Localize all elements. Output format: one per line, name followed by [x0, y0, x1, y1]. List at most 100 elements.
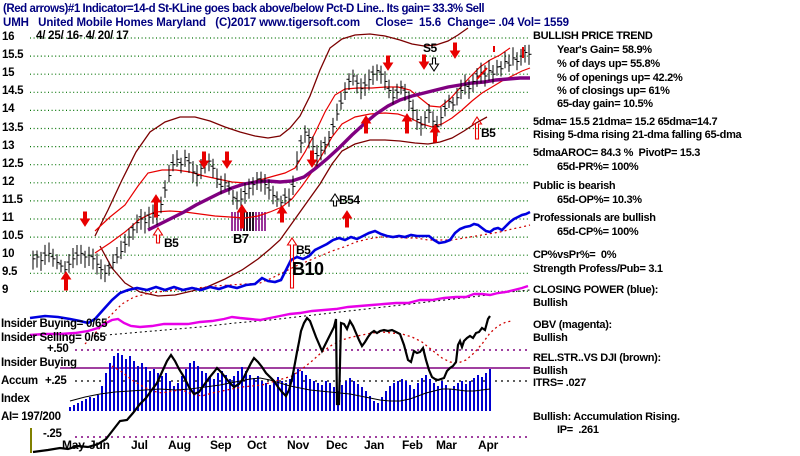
month-label: Oct: [247, 438, 267, 452]
month-label: Jul: [131, 438, 148, 452]
price-axis-label: 12: [2, 176, 15, 188]
buy-arrow-icon: [429, 124, 441, 143]
buy-arrow-icon: [60, 271, 72, 291]
buy-arrow-icon: [236, 204, 248, 229]
signal-label-b5: B5: [296, 243, 311, 257]
buy-arrow-icon: [360, 115, 372, 134]
sell-arrow-icon: [79, 211, 91, 227]
buy-arrow-icon: [152, 226, 164, 244]
minus-25-label: -.25: [43, 428, 62, 440]
buy-arrow-icon: [276, 205, 288, 223]
sell-arrow-icon: [428, 57, 440, 73]
signal-label-b54: B54: [339, 193, 360, 207]
price-axis-label: 11.5: [2, 194, 23, 206]
rel-strength-red-dotted: [111, 320, 513, 397]
indicator-line: Strength Profess/Pub= 3.1: [533, 263, 663, 275]
sell-arrow-icon: [449, 42, 461, 59]
indicator-line: OBV (magenta):: [533, 319, 612, 331]
price-axis-label: 12.5: [2, 158, 24, 170]
price-axis-label: 10.5: [2, 230, 24, 242]
price-axis-label: 11: [2, 212, 14, 224]
price-axis-label: 15.5: [2, 49, 24, 61]
indicator-line: 65d-OP%= 10.3%: [557, 194, 642, 206]
accum-index-value: AI= 197/200: [1, 411, 61, 423]
indicator-line: Bullish: Accumulation Rising.: [533, 411, 680, 423]
sell-arrow-icon: [382, 55, 394, 71]
month-label: Apr: [478, 438, 499, 452]
buy-arrow-icon: [471, 115, 483, 140]
price-axis-label: 14: [2, 103, 15, 115]
indicator-line: Public is bearish: [533, 180, 616, 192]
lower-outer-band: [99, 116, 488, 297]
insider-selling-label: Insider Selling= 0/65: [1, 332, 106, 344]
indicator-line: Bullish: [533, 365, 568, 377]
accum-thin-line: [69, 377, 491, 402]
price-axis-label: 9: [2, 284, 9, 296]
signal-label-b5: B5: [481, 126, 496, 140]
price-axis-label: 10: [2, 248, 15, 260]
indicator-line: 65d-PR%= 100%: [557, 161, 639, 173]
signal-label-s5: S5: [423, 41, 437, 55]
indicator-line: CP%vsPr%= 0%: [533, 249, 617, 261]
indicator-line: CLOSING POWER (blue):: [533, 284, 659, 296]
buy-arrow-icon: [286, 236, 298, 289]
indicator-line: % of openings up= 42.2%: [557, 72, 683, 84]
plus-50-label: +.50: [47, 343, 69, 355]
month-label: Mar: [436, 438, 457, 452]
month-label: Jun: [89, 438, 110, 452]
indicator-line: ITRS= .027: [533, 377, 586, 389]
stock-title: UMH United Mobile Homes Maryland (C)2017…: [3, 17, 569, 29]
indicator-line: BULLISH PRICE TREND: [533, 30, 653, 42]
indicator-line: Professionals are bullish: [533, 212, 656, 224]
price-axis-label: 15: [2, 67, 15, 79]
signal-label-b7: B7: [233, 231, 249, 246]
indicator-line: 65d-CP%= 100%: [557, 226, 639, 238]
month-label: Nov: [287, 438, 310, 452]
ma-65day-purple: [147, 76, 530, 232]
indicator-line: Rising 5-dma rising 21-dma falling 65-dm…: [533, 129, 742, 141]
indicator-line: Bullish: [533, 297, 568, 309]
indicator-line: 5dmaAROC= 84.3 % PivotP= 15.3: [533, 147, 701, 159]
month-label: May: [62, 438, 85, 452]
obv-line: [29, 284, 529, 337]
indicator-line: 5dma= 15.5 21dma= 15.2 65dma=14.7: [533, 116, 718, 128]
month-label: Jan: [364, 438, 385, 452]
price-axis-label: 16: [2, 31, 15, 43]
month-label: Sep: [210, 438, 232, 452]
buy-arrow-icon: [150, 194, 162, 218]
indicator-line: % of days up= 55.8%: [557, 58, 660, 70]
month-label: Feb: [402, 438, 423, 452]
upper-inner-band: [94, 47, 511, 232]
insider-buying-label: Insider Buying= 0/65: [1, 318, 108, 330]
accum-index-title-3: Index: [1, 393, 30, 405]
closing-power-red-dotted: [84, 224, 531, 345]
upper-outer-band: [94, 27, 469, 237]
month-label: Aug: [168, 438, 191, 452]
buy-arrow-icon: [329, 192, 341, 207]
indicator-line: % of closings up= 61%: [557, 85, 670, 97]
signal-label-b5: B5: [164, 236, 179, 250]
obv-dotted-companion: [94, 289, 531, 337]
indicator-line: Year's Gain= 58.9%: [557, 44, 652, 56]
price-axis-label: 14.5: [2, 85, 24, 97]
indicator-line: IP= .261: [557, 424, 599, 436]
rel-strength-line: [32, 315, 491, 454]
indicator-line: Bullish: [533, 332, 568, 344]
signal-label-b10: B10: [292, 259, 324, 279]
sell-arrow-icon: [198, 151, 210, 169]
buy-arrow-icon: [341, 210, 353, 228]
accum-index-title-2: Accum: [1, 375, 38, 387]
price-axis-label: 13: [2, 140, 15, 152]
price-axis-label: 13.5: [2, 122, 24, 134]
sell-arrow-icon: [221, 151, 233, 169]
month-label: Dec: [326, 438, 348, 452]
plus-25-label: +.25: [45, 375, 67, 387]
date-range: 4/ 25/ 16- 4/ 20/ 17: [36, 30, 129, 42]
sell-arrow-icon: [418, 54, 430, 70]
accum-index-title-1: Insider Buying: [1, 357, 77, 369]
closing-power-line: [29, 210, 531, 325]
red-signal-tick: [476, 67, 488, 80]
indicator-line: REL.STR..VS DJI (brown):: [533, 352, 661, 364]
